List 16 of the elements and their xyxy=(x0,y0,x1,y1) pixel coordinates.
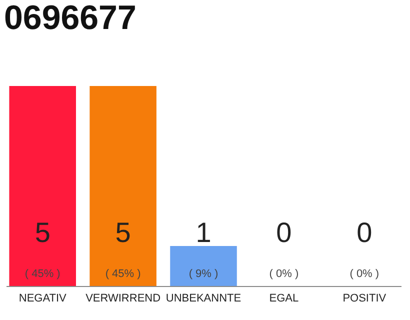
annotation: ( 0% ) xyxy=(269,268,299,280)
annotation: ( 9% ) xyxy=(188,268,218,280)
data-label: 5 xyxy=(34,217,50,248)
annotation: ( 45% ) xyxy=(24,268,60,280)
x-tick-label: UNBEKANNTE xyxy=(166,292,242,304)
x-tick-label: EGAL xyxy=(269,292,299,304)
data-label: 0 xyxy=(276,217,292,248)
annotation: ( 45% ) xyxy=(105,268,141,280)
chart-title: 0696677 xyxy=(4,0,136,37)
x-tick-label: NEGATIV xyxy=(18,292,67,304)
data-label: 0 xyxy=(356,217,372,248)
data-label: 1 xyxy=(196,217,212,248)
annotation: ( 0% ) xyxy=(350,268,380,280)
data-label: 5 xyxy=(115,217,131,248)
x-tick-label: VERWIRREND xyxy=(86,292,161,304)
x-tick-label: POSITIV xyxy=(342,292,387,304)
